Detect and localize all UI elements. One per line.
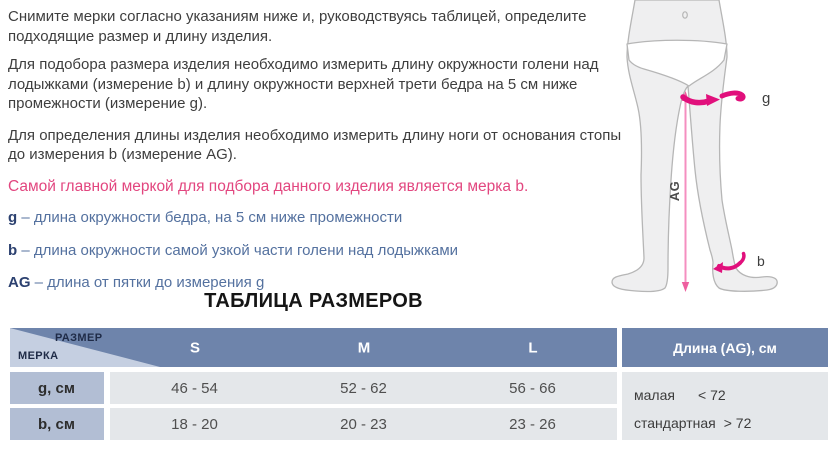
b-label: b: [757, 253, 765, 269]
corner-cell: РАЗМЕР МЕРКА: [10, 328, 160, 367]
definition-text-ag: – длина от пятки до измерения g: [34, 274, 265, 291]
ag-arrow-down-icon: [681, 282, 690, 292]
length-label-standard: стандартная: [634, 415, 716, 431]
g-measure-arrow: [680, 90, 746, 106]
definition-text-b: – длина окружности самой узкой части гол…: [21, 241, 459, 259]
intro-text: Снимите мерки согласно указаниям ниже и,…: [8, 7, 622, 306]
definition-term-g: g: [8, 209, 18, 226]
cell-g-s: 46 - 54: [110, 372, 279, 404]
row-label-b: b, см: [10, 408, 104, 440]
row-cells-b: 18 - 20 20 - 23 23 - 26: [110, 408, 617, 440]
size-table: РАЗМЕР МЕРКА S M L g, см 46 - 54 52 - 62…: [10, 328, 617, 440]
definition-g: g – длина окружности бедра, на 5 см ниже…: [8, 208, 622, 228]
definition-term-ag: AG: [8, 274, 31, 291]
ag-label: AG: [667, 181, 682, 202]
cell-b-m: 20 - 23: [278, 408, 448, 440]
definition-term-b: b: [8, 241, 18, 259]
row-gap: [104, 372, 110, 404]
cell-b-s: 18 - 20: [110, 408, 279, 440]
intro-paragraph-2: Для подобора размера изделия необходимо …: [8, 56, 599, 112]
definition-text-g: – длина окружности бедра, на 5 см ниже п…: [21, 209, 403, 226]
column-header-m: M: [357, 339, 371, 356]
length-row-short: малая < 72: [634, 381, 828, 409]
cell-g-l: 56 - 66: [447, 372, 617, 404]
intro-paragraph-3: Для определения длины изделия необходимо…: [8, 126, 622, 164]
leg-figure: [611, 0, 778, 293]
panties: [626, 39, 728, 87]
row-label-g: g, см: [10, 372, 104, 404]
length-row-standard: стандартная > 72: [634, 409, 828, 437]
size-table-header: РАЗМЕР МЕРКА S M L: [10, 328, 617, 367]
length-label-short: малая: [634, 387, 675, 403]
definition-ag: AG – длина от пятки до измерения g: [8, 273, 622, 293]
key-measurement-note: Самой главной меркой для подбора данного…: [8, 177, 529, 195]
length-table: Длина (AG), см малая < 72 стандартная > …: [622, 328, 828, 440]
column-header-s: S: [189, 339, 201, 356]
definition-b: b – длина окружности самой узкой части г…: [8, 241, 622, 261]
length-value-standard: > 72: [723, 415, 752, 431]
b-measure-arrow: [713, 251, 746, 273]
g-label: g: [762, 90, 770, 107]
row-gap: [104, 408, 110, 440]
length-table-body: малая < 72 стандартная > 72: [622, 372, 828, 440]
column-header-l: L: [528, 339, 538, 356]
corner-label-measure: МЕРКА: [18, 350, 59, 362]
cell-g-m: 52 - 62: [278, 372, 448, 404]
cell-b-l: 23 - 26: [447, 408, 617, 440]
table-row-g: g, см 46 - 54 52 - 62 56 - 66: [10, 372, 617, 404]
size-table-title: ТАБЛИЦА РАЗМЕРОВ: [204, 290, 423, 312]
corner-label-size: РАЗМЕР: [55, 332, 103, 344]
row-cells-g: 46 - 54 52 - 62 56 - 66: [110, 372, 617, 404]
navel: [682, 11, 688, 19]
leg-measurement-diagram: AG g b: [611, 0, 778, 293]
length-table-header: Длина (AG), см: [622, 328, 828, 367]
table-row-b: b, см 18 - 20 20 - 23 23 - 26: [10, 408, 617, 440]
intro-paragraph-1: Снимите мерки согласно указаниям ниже и,…: [8, 8, 587, 45]
length-value-short: < 72: [698, 387, 726, 403]
